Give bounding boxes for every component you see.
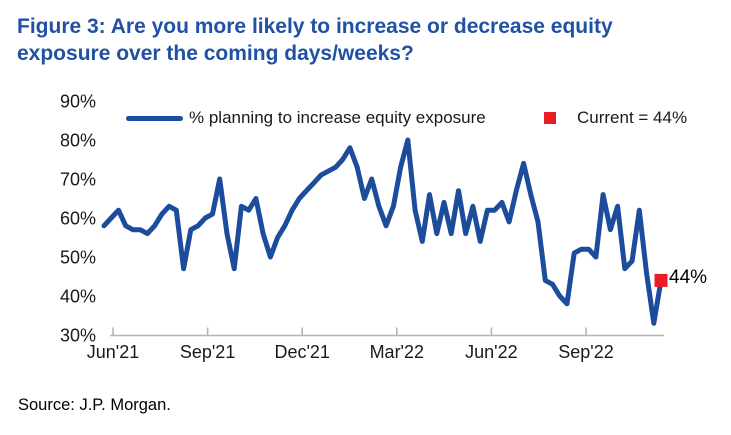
figure-title: Figure 3: Are you more likely to increas… <box>17 13 707 67</box>
x-axis-label: Sep'22 <box>558 342 614 362</box>
y-axis-label: 70% <box>60 170 96 190</box>
x-axis-label: Sep'21 <box>180 342 236 362</box>
y-axis-label: 30% <box>60 326 96 346</box>
x-axis-label: Mar'22 <box>370 342 424 362</box>
x-axis-label: Dec'21 <box>274 342 329 362</box>
x-axis-label: Jun'22 <box>465 342 517 362</box>
current-marker <box>654 273 668 287</box>
current-value-annotation: 44% <box>669 267 708 288</box>
legend-series-label: % planning to increase equity exposure <box>189 108 486 127</box>
legend-series: % planning to increase equity exposure <box>126 108 486 127</box>
y-axis-label: 60% <box>60 209 96 229</box>
series-line <box>101 137 664 326</box>
source-note: Source: J.P. Morgan. <box>18 396 171 414</box>
legend-current-label: Current = 44% <box>577 108 688 127</box>
figure-title-line1: Figure 3: Are you more likely to increas… <box>17 15 613 38</box>
y-axis-label: 90% <box>60 92 96 112</box>
series-line-swatch <box>126 115 183 121</box>
current-marker-swatch <box>544 112 556 124</box>
y-axis-label: 50% <box>60 248 96 268</box>
legend-current: Current = 44% <box>544 108 688 127</box>
y-axis-label: 40% <box>60 287 96 307</box>
y-axis-label: 80% <box>60 131 96 151</box>
figure-title-line2: exposure over the coming days/weeks? <box>17 42 414 65</box>
x-axis-label: Jun'21 <box>87 342 139 362</box>
